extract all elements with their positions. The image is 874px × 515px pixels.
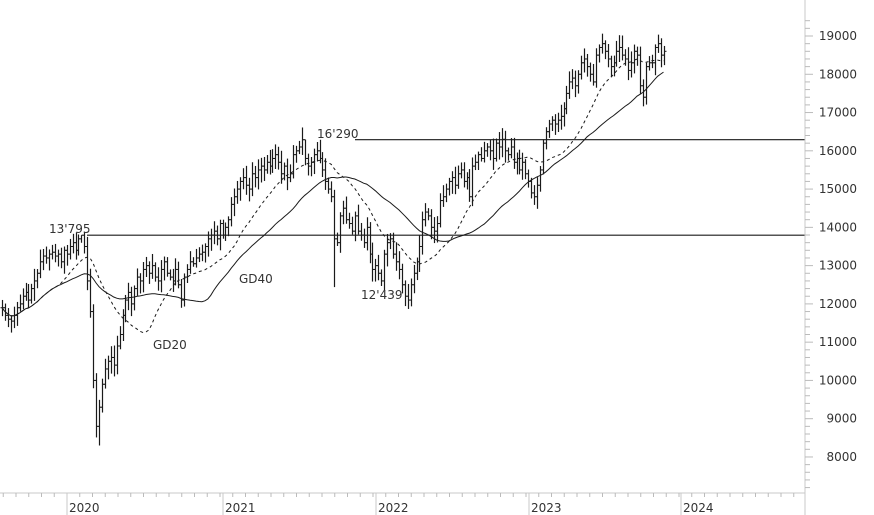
y-tick-label: 17000 bbox=[819, 106, 857, 120]
y-tick-label: 11000 bbox=[819, 335, 857, 349]
y-tick-label: 19000 bbox=[819, 29, 857, 43]
y-tick-label: 18000 bbox=[819, 67, 857, 81]
chart-annotation: 12'439 bbox=[361, 288, 402, 302]
chart-annotation: 13'795 bbox=[49, 222, 90, 236]
chart-annotation: GD20 bbox=[153, 338, 187, 352]
x-axis: 2020 2021 2022 2023 2024 bbox=[0, 492, 805, 515]
gd40-moving-average bbox=[1, 71, 664, 317]
y-tick-label: 15000 bbox=[819, 182, 857, 196]
y-axis: 8000 9000 10000 11000 12000 13000 14000 15000 16… bbox=[804, 0, 857, 515]
chart-annotation: 16'290 bbox=[317, 127, 358, 141]
y-tick-label: 12000 bbox=[819, 297, 857, 311]
x-tick-label: 2024 bbox=[683, 501, 714, 515]
support-resistance-lines bbox=[87, 139, 805, 236]
x-tick-label: 2021 bbox=[225, 501, 256, 515]
y-tick-label: 16000 bbox=[819, 144, 857, 158]
x-tick-label: 2020 bbox=[69, 501, 100, 515]
y-tick-label: 8000 bbox=[826, 450, 857, 464]
y-tick-label: 13000 bbox=[819, 259, 857, 273]
ohlc-bars bbox=[0, 33, 667, 446]
y-tick-label: 9000 bbox=[826, 412, 857, 426]
y-tick-label: 14000 bbox=[819, 220, 857, 234]
annotations: 13'795 16'290 12'439 GD20 GD40 bbox=[49, 127, 402, 352]
x-tick-label: 2023 bbox=[531, 501, 562, 515]
gd20-moving-average bbox=[1, 58, 664, 334]
chart-annotation: GD40 bbox=[239, 272, 273, 286]
y-tick-label: 10000 bbox=[819, 373, 857, 387]
x-tick-label: 2022 bbox=[378, 501, 409, 515]
